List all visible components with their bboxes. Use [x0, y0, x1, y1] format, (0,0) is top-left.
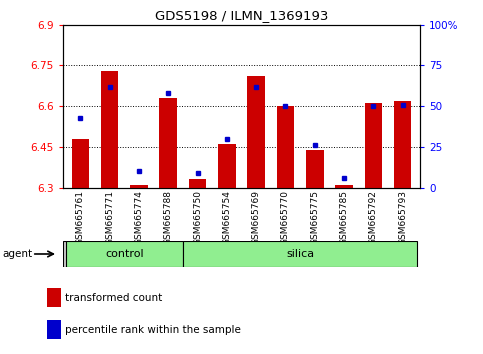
Bar: [306, 150, 324, 188]
Text: transformed count: transformed count: [65, 293, 163, 303]
Bar: [66, 241, 183, 267]
Text: GDS5198 / ILMN_1369193: GDS5198 / ILMN_1369193: [155, 9, 328, 22]
Text: control: control: [105, 249, 143, 259]
Bar: [130, 185, 148, 188]
Bar: [247, 76, 265, 188]
Text: agent: agent: [2, 249, 32, 259]
Bar: [159, 98, 177, 188]
Bar: [277, 106, 294, 188]
Bar: [47, 288, 61, 307]
Bar: [218, 144, 236, 188]
Bar: [365, 103, 382, 188]
Bar: [47, 320, 61, 339]
Bar: [71, 139, 89, 188]
Bar: [101, 71, 118, 188]
Text: percentile rank within the sample: percentile rank within the sample: [65, 325, 241, 335]
Bar: [189, 179, 206, 188]
Bar: [335, 185, 353, 188]
Bar: [394, 101, 412, 188]
Text: silica: silica: [286, 249, 314, 259]
Bar: [183, 241, 417, 267]
